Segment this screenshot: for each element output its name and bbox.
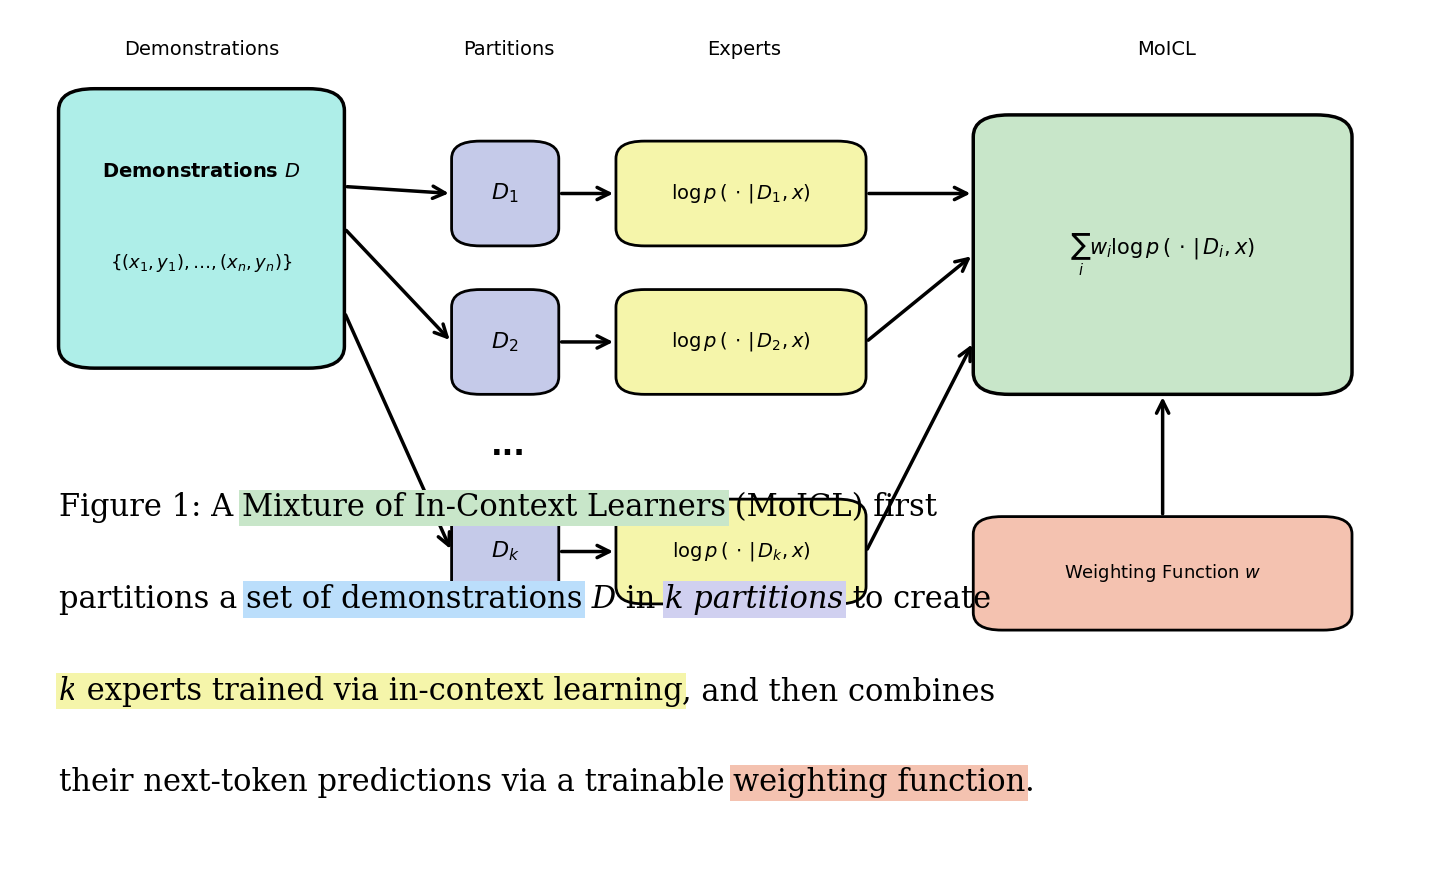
Text: $\log p\,(\,\cdot\,|\,D_k, x)$: $\log p\,(\,\cdot\,|\,D_k, x)$: [672, 540, 811, 563]
Text: Experts: Experts: [707, 40, 782, 59]
Text: $\log p\,(\,\cdot\,|\,D_1, x)$: $\log p\,(\,\cdot\,|\,D_1, x)$: [672, 182, 811, 205]
Text: k: k: [59, 675, 77, 707]
Text: $D_1$: $D_1$: [491, 181, 518, 205]
FancyBboxPatch shape: [616, 141, 866, 246]
Text: , and then combines: , and then combines: [682, 675, 995, 707]
FancyBboxPatch shape: [974, 517, 1352, 630]
Text: $\{(x_1,y_1),\ldots,(x_n,y_n)\}$: $\{(x_1,y_1),\ldots,(x_n,y_n)\}$: [110, 252, 292, 274]
Text: their next-token predictions via a trainable: their next-token predictions via a train…: [59, 767, 735, 798]
Text: Mixture of In-Context Learners: Mixture of In-Context Learners: [242, 492, 726, 523]
Text: (MoICL) first: (MoICL) first: [726, 492, 938, 523]
Text: MoICL: MoICL: [1137, 40, 1196, 59]
FancyBboxPatch shape: [451, 290, 558, 394]
FancyBboxPatch shape: [451, 141, 558, 246]
Text: Weighting Function $w$: Weighting Function $w$: [1064, 562, 1262, 584]
Text: Demonstrations: Demonstrations: [123, 40, 279, 59]
FancyBboxPatch shape: [616, 499, 866, 604]
Text: $D_2$: $D_2$: [491, 330, 518, 354]
FancyBboxPatch shape: [451, 499, 558, 604]
Text: $\sum_i w_i \log p\,(\,\cdot\,|\,D_i, x)$: $\sum_i w_i \log p\,(\,\cdot\,|\,D_i, x)…: [1070, 231, 1254, 278]
Text: to create: to create: [843, 584, 991, 615]
Text: in: in: [616, 584, 666, 615]
Text: Partitions: Partitions: [463, 40, 554, 59]
Text: Figure 1: A: Figure 1: A: [59, 492, 242, 523]
Text: $\log p\,(\,\cdot\,|\,D_2, x)$: $\log p\,(\,\cdot\,|\,D_2, x)$: [672, 330, 811, 353]
FancyBboxPatch shape: [59, 88, 345, 368]
Text: ...: ...: [491, 432, 526, 462]
Text: set of demonstrations: set of demonstrations: [246, 584, 583, 615]
Text: weighting function: weighting function: [733, 767, 1025, 798]
Text: .: .: [1024, 767, 1034, 798]
Text: $D_k$: $D_k$: [491, 540, 520, 563]
Text: k partitions: k partitions: [666, 584, 843, 615]
Text: Demonstrations $D$: Demonstrations $D$: [102, 162, 301, 181]
FancyBboxPatch shape: [974, 115, 1352, 394]
Text: experts trained via in-context learning: experts trained via in-context learning: [77, 675, 683, 707]
FancyBboxPatch shape: [616, 290, 866, 394]
Text: partitions a: partitions a: [59, 584, 246, 615]
Text: D: D: [581, 584, 616, 615]
